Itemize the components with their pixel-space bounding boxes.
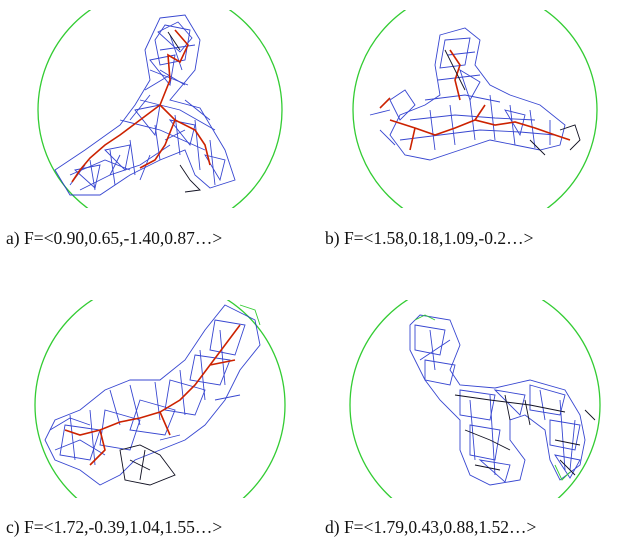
panel-b-caption: b) F=<1.58,0.18,1.09,-0.2…> <box>325 228 534 248</box>
density-mesh <box>369 27 566 161</box>
dark-mesh <box>119 304 261 486</box>
panel-a-caption: a) F=<0.90,0.65,-1.40,0.87…> <box>6 228 223 248</box>
density-mesh <box>44 304 261 486</box>
panel-c-caption: c) F=<1.72,-0.39,1.04,1.55…> <box>6 517 223 537</box>
panel-b-image <box>330 10 610 208</box>
backbone-trace <box>64 324 241 466</box>
dark-mesh <box>414 314 596 481</box>
panel-a-image <box>10 10 310 208</box>
reference-circle <box>34 300 286 498</box>
reference-circle <box>37 10 283 208</box>
dark-mesh <box>167 31 201 193</box>
density-mesh <box>54 14 236 196</box>
reference-circle <box>349 300 601 498</box>
density-mesh <box>409 314 586 486</box>
dark-mesh <box>444 49 581 156</box>
reference-circle <box>352 10 598 208</box>
panel-c-image <box>10 300 310 498</box>
panel-d-caption: d) F=<1.79,0.43,0.88,1.52…> <box>325 517 537 537</box>
backbone-trace <box>379 49 571 151</box>
panel-d-image <box>330 300 620 498</box>
backbone-trace <box>71 29 211 183</box>
